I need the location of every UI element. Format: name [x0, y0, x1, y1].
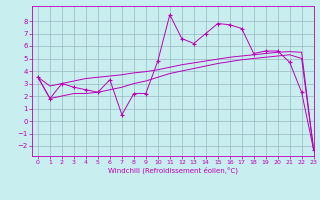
X-axis label: Windchill (Refroidissement éolien,°C): Windchill (Refroidissement éolien,°C)	[108, 167, 238, 174]
